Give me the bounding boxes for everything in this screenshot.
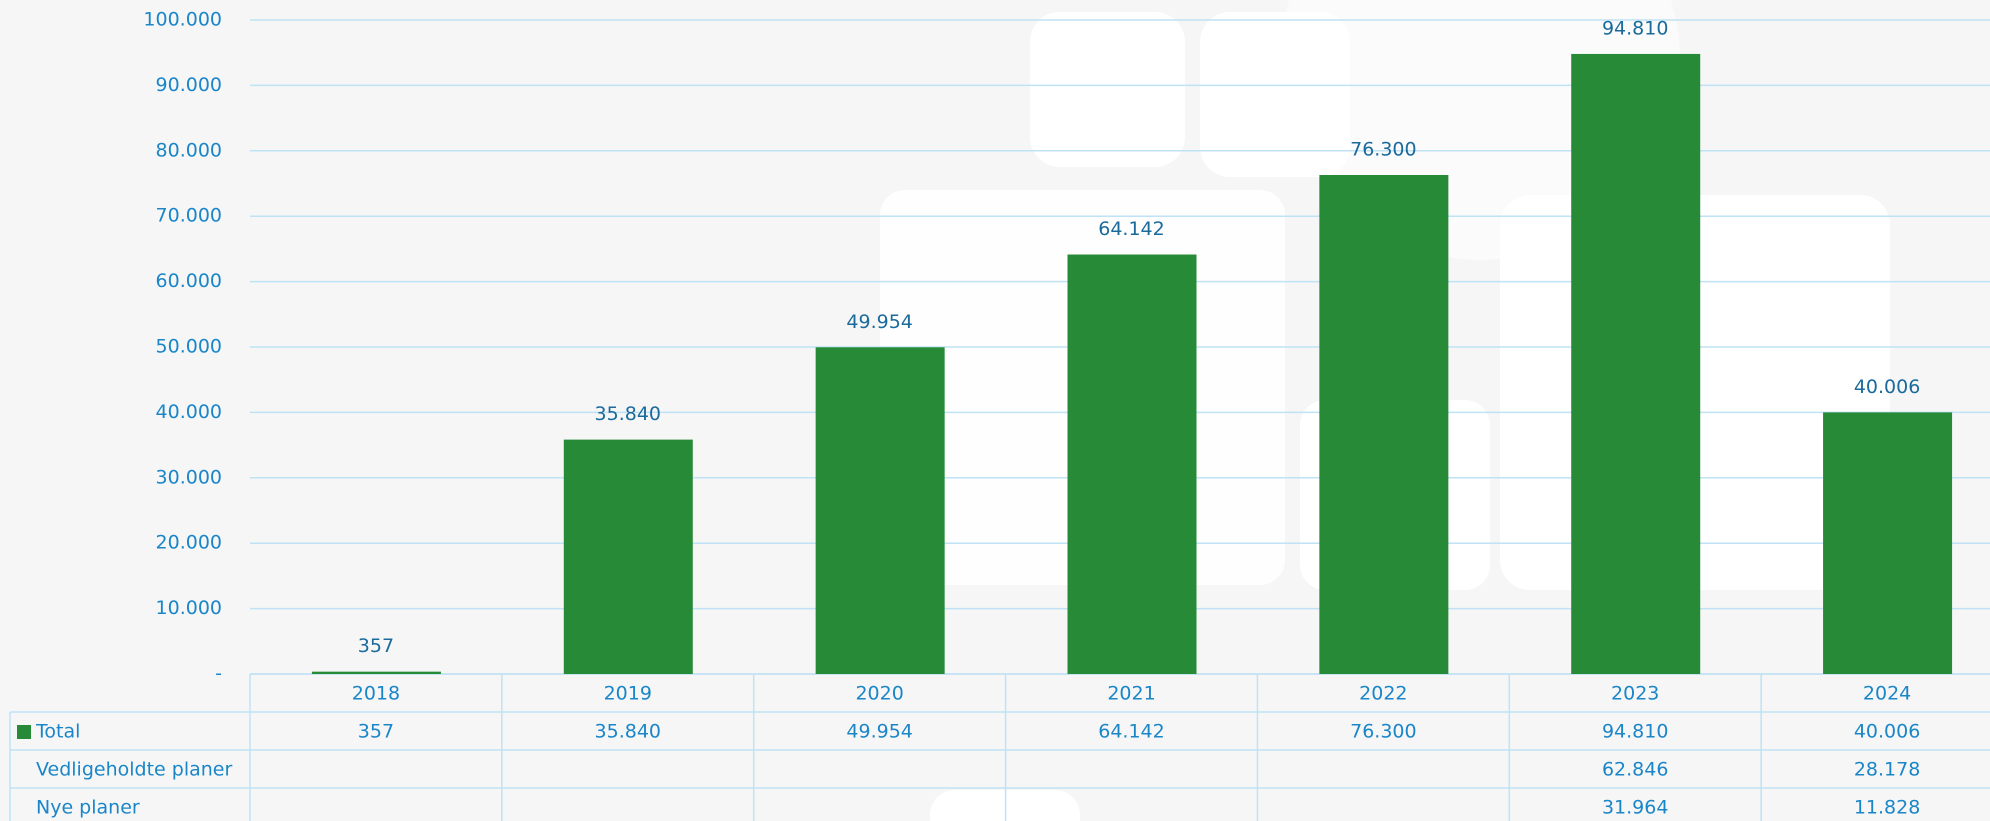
x-tick-label: 2023: [1611, 683, 1659, 705]
x-tick-label: 2024: [1863, 683, 1911, 705]
y-tick-label: 30.000: [156, 466, 222, 488]
bar: [1067, 254, 1197, 674]
table-cell: 49.954: [846, 721, 912, 743]
y-tick-label: 50.000: [156, 336, 222, 358]
y-tick-label: 10.000: [156, 597, 222, 619]
table-cell: 357: [358, 721, 394, 743]
x-tick-label: 2018: [352, 683, 400, 705]
bar: [563, 439, 693, 674]
table-cell: 31.964: [1602, 797, 1668, 819]
x-tick-label: 2022: [1359, 683, 1407, 705]
bar: [1319, 174, 1449, 675]
table-cell: 28.178: [1854, 759, 1920, 781]
table-cell: 40.006: [1854, 721, 1920, 743]
table-cell: 62.846: [1602, 759, 1668, 781]
bar: [815, 347, 945, 674]
bar: [311, 671, 441, 674]
y-tick-label: 40.000: [156, 401, 222, 423]
data-label: 35.840: [595, 403, 661, 425]
bar: [1571, 53, 1701, 674]
legend-label: Total: [35, 721, 80, 743]
legend-label: Nye planer: [36, 797, 140, 819]
table-cell: 64.142: [1098, 721, 1164, 743]
data-label: 40.006: [1854, 376, 1920, 398]
legend-swatch: [17, 725, 31, 739]
y-tick-label: 60.000: [156, 270, 222, 292]
data-label: 76.300: [1350, 138, 1416, 160]
y-tick-label: 70.000: [156, 205, 222, 227]
data-label: 94.810: [1602, 17, 1668, 39]
y-tick-label: -: [215, 663, 222, 685]
data-label: 64.142: [1098, 218, 1164, 240]
y-tick-label: 90.000: [156, 74, 222, 96]
data-label: 49.954: [846, 311, 912, 333]
y-tick-label: 80.000: [156, 139, 222, 161]
table-cell: 76.300: [1350, 721, 1416, 743]
y-tick-label: 100.000: [143, 9, 222, 31]
data-label: 357: [358, 635, 394, 657]
table-cell: 94.810: [1602, 721, 1668, 743]
x-tick-label: 2021: [1107, 683, 1155, 705]
table-cell: 35.840: [595, 721, 661, 743]
y-tick-label: 20.000: [156, 532, 222, 554]
legend-label: Vedligeholdte planer: [36, 759, 232, 781]
bar: [1823, 412, 1953, 674]
x-tick-label: 2020: [855, 683, 903, 705]
table-cell: 11.828: [1854, 797, 1920, 819]
x-tick-label: 2019: [604, 683, 652, 705]
